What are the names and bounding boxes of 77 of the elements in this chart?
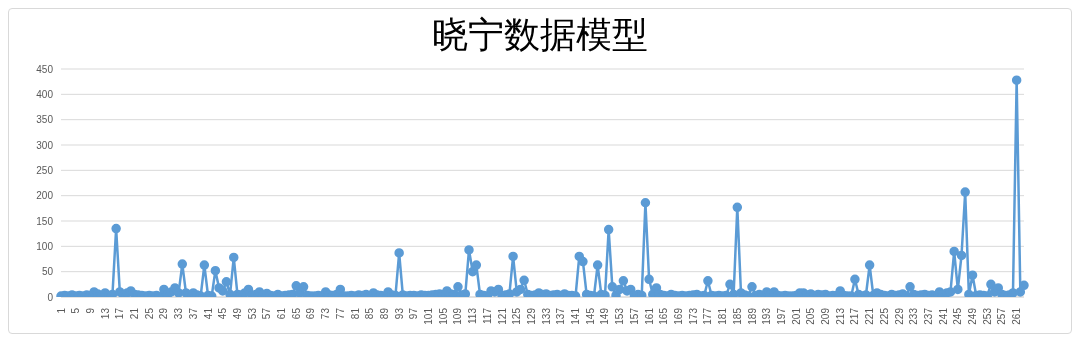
y-tick-label: 50 (41, 266, 54, 278)
y-tick-label: 300 (36, 139, 54, 151)
x-tick-label: 177 (702, 307, 714, 325)
x-tick-label: 133 (540, 307, 552, 325)
x-tick-label: 201 (790, 307, 802, 325)
x-tick-label: 101 (423, 307, 435, 325)
x-tick-label: 89 (378, 307, 390, 320)
x-tick-label: 165 (658, 307, 670, 325)
x-tick-label: 113 (467, 307, 479, 324)
x-tick-label: 233 (908, 307, 920, 325)
x-tick-label: 241 (937, 307, 949, 325)
x-tick-label: 145 (584, 307, 596, 325)
x-tick-label: 117 (481, 307, 493, 324)
x-tick-label: 61 (276, 307, 288, 320)
x-tick-label: 57 (261, 307, 273, 320)
x-tick-label: 237 (922, 307, 934, 325)
x-tick-label: 49 (231, 307, 243, 320)
x-tick-label: 169 (673, 307, 684, 325)
x-tick-label: 17 (114, 307, 126, 320)
x-tick-label: 245 (952, 307, 964, 325)
chart-title: 晓宁数据模型 (431, 14, 649, 57)
x-tick-label: 1 (55, 307, 67, 314)
x-tick-label: 209 (820, 307, 832, 325)
x-tick-label: 13 (99, 307, 111, 320)
x-tick-label: 189 (746, 307, 758, 325)
x-tick-label: 205 (805, 307, 817, 325)
x-tick-label: 25 (143, 307, 155, 320)
x-tick-label: 153 (614, 307, 626, 325)
x-tick-label: 65 (290, 307, 302, 320)
x-tick-label: 77 (334, 307, 346, 320)
x-tick-label: 21 (129, 307, 141, 320)
y-tick-label: 0 (47, 291, 54, 303)
y-tick-label: 150 (36, 215, 54, 227)
x-tick-label: 81 (349, 307, 361, 320)
y-tick-label: 350 (36, 114, 54, 126)
x-tick-label: 253 (981, 307, 993, 325)
x-tick-label: 257 (996, 307, 1008, 325)
x-tick-label: 125 (511, 307, 523, 325)
x-tick-label: 121 (496, 307, 508, 325)
x-tick-label: 29 (158, 307, 170, 320)
x-tick-label: 249 (967, 307, 979, 325)
x-tick-label: 225 (878, 307, 890, 325)
x-tick-label: 53 (246, 307, 258, 320)
x-tick-label: 105 (437, 307, 449, 325)
y-tick-label: 250 (36, 164, 54, 176)
x-tick-label: 45 (217, 307, 229, 320)
x-tick-label: 157 (628, 307, 640, 325)
x-tick-label: 193 (761, 307, 773, 325)
y-tick-label: 400 (36, 88, 54, 100)
x-tick-label: 213 (834, 307, 846, 325)
x-tick-label: 173 (687, 307, 699, 325)
x-tick-label: 9 (84, 307, 96, 314)
x-tick-label: 149 (599, 307, 611, 325)
x-tick-label: 261 (1011, 307, 1023, 325)
x-tick-label: 93 (393, 307, 405, 320)
x-tick-label: 5 (70, 307, 82, 314)
x-tick-label: 221 (864, 307, 876, 325)
x-tick-label: 33 (173, 307, 185, 320)
x-tick-label: 37 (187, 307, 199, 320)
y-tick-label: 200 (36, 190, 54, 202)
y-tick-label: 100 (36, 240, 54, 252)
x-tick-label: 137 (555, 307, 567, 325)
x-tick-label: 141 (570, 307, 582, 325)
y-tick-label: 450 (36, 63, 54, 75)
x-tick-label: 161 (643, 307, 655, 325)
x-tick-label: 129 (525, 307, 537, 325)
x-tick-label: 69 (305, 307, 317, 320)
x-tick-label: 97 (408, 307, 420, 320)
x-tick-label: 73 (320, 307, 332, 320)
x-tick-label: 85 (364, 307, 376, 320)
x-tick-label: 229 (893, 307, 905, 325)
x-tick-label: 41 (202, 307, 214, 320)
x-tick-label: 217 (849, 307, 861, 325)
x-tick-label: 197 (775, 307, 787, 325)
x-tick-label: 185 (731, 307, 743, 325)
x-tick-label: 109 (452, 307, 464, 325)
x-tick-label: 181 (717, 307, 729, 325)
